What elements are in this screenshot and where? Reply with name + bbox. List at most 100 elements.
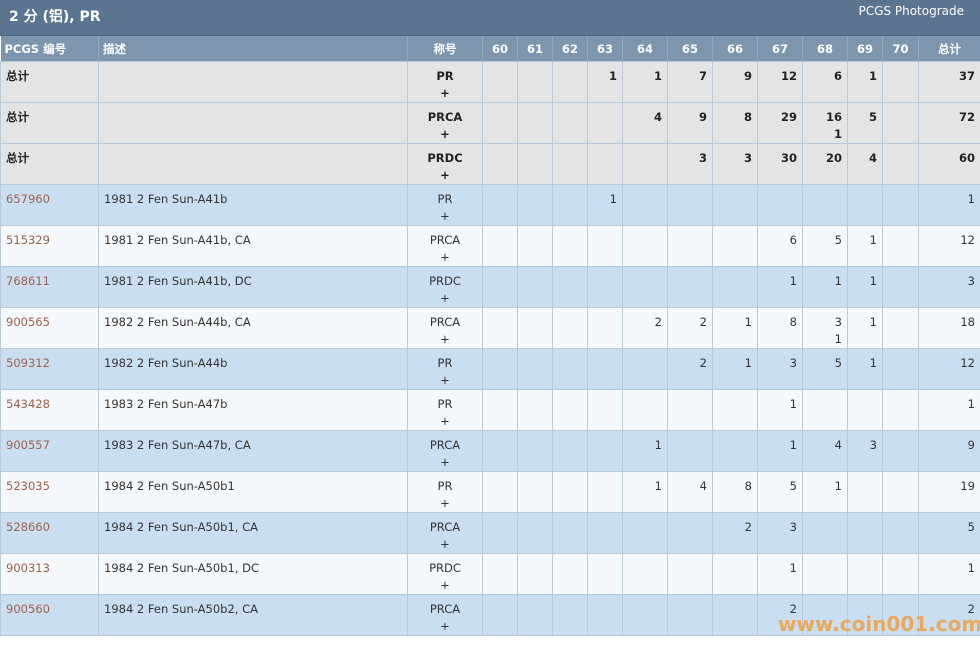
count-cell: 8 [757, 307, 803, 349]
count-cell [667, 184, 713, 226]
count-cell [882, 348, 919, 390]
count-cell [517, 143, 553, 185]
column-header: 总计 [918, 36, 980, 62]
count-cell: 3 [847, 430, 883, 472]
count-cell: 1 [918, 389, 980, 431]
count-cell: 2 [918, 594, 980, 636]
count-cell [552, 512, 588, 554]
count-cell: 1 [587, 61, 623, 103]
designation: PR + [407, 348, 483, 390]
description: 1984 2 Fen Sun-A50b1 [98, 471, 408, 513]
count-cell [552, 266, 588, 308]
count-cell: 7 [667, 61, 713, 103]
count-cell [847, 553, 883, 595]
data-row: 509312 1982 2 Fen Sun-A44b PR +2 1 3 5 1 12 [0, 348, 980, 390]
count-cell [622, 225, 668, 267]
count-cell [882, 471, 919, 513]
pcgs-number[interactable]: 768611 [0, 266, 99, 308]
pcgs-number[interactable]: 900565 [0, 307, 99, 349]
pcgs-number[interactable]: 509312 [0, 348, 99, 390]
count-cell: 12 [918, 348, 980, 390]
count-cell [847, 389, 883, 431]
count-cell: 30 [757, 143, 803, 185]
count-cell [587, 389, 623, 431]
count-cell: 12 [757, 61, 803, 103]
count-cell [552, 307, 588, 349]
total-row: 总计 PR +1 1 7 9 12 6 1 37 [0, 61, 980, 103]
pcgs-number[interactable]: 523035 [0, 471, 99, 513]
count-cell [552, 471, 588, 513]
designation: PR + [407, 471, 483, 513]
count-cell: 1 [847, 225, 883, 267]
count-cell: 3 [712, 143, 758, 185]
data-row: 900557 1983 2 Fen Sun-A47b, CA PRCA +1 1 4 3 9 [0, 430, 980, 472]
count-cell: 2 [712, 512, 758, 554]
count-cell [517, 553, 553, 595]
pcgs-number: 总计 [0, 61, 99, 103]
count-cell: 4 [847, 143, 883, 185]
total-row: 总计 PRDC +3 3 30 20 4 60 [0, 143, 980, 185]
count-cell: 19 [918, 471, 980, 513]
pcgs-number[interactable]: 515329 [0, 225, 99, 267]
count-cell: 1 [918, 553, 980, 595]
count-cell [622, 348, 668, 390]
count-cell [482, 594, 518, 636]
count-cell [517, 512, 553, 554]
description: 1984 2 Fen Sun-A50b2, CA [98, 594, 408, 636]
count-cell [587, 307, 623, 349]
count-cell [517, 430, 553, 472]
count-cell [587, 143, 623, 185]
description [98, 143, 408, 185]
count-cell: 1 [757, 389, 803, 431]
designation: PRDC + [407, 553, 483, 595]
pcgs-number[interactable]: 657960 [0, 184, 99, 226]
pcgs-number[interactable]: 900557 [0, 430, 99, 472]
column-header: 70 [882, 36, 919, 62]
description: 1983 2 Fen Sun-A47b, CA [98, 430, 408, 472]
count-cell [552, 225, 588, 267]
count-cell: 1 [712, 307, 758, 349]
count-cell [882, 184, 919, 226]
count-cell [712, 225, 758, 267]
count-cell [802, 512, 848, 554]
count-cell [847, 512, 883, 554]
column-header: 69 [847, 36, 883, 62]
data-row: 528660 1984 2 Fen Sun-A50b1, CA PRCA + 2 3 5 [0, 512, 980, 554]
designation: PRCA + [407, 512, 483, 554]
column-header: 60 [482, 36, 518, 62]
pcgs-number[interactable]: 900313 [0, 553, 99, 595]
pcgs-number[interactable]: 900560 [0, 594, 99, 636]
count-cell [882, 143, 919, 185]
pcgs-number: 总计 [0, 143, 99, 185]
count-cell [882, 430, 919, 472]
data-row: 543428 1983 2 Fen Sun-A47b PR + 1 1 [0, 389, 980, 431]
count-cell [482, 430, 518, 472]
data-row: 768611 1981 2 Fen Sun-A41b, DC PRDC +1 1 1 3 [0, 266, 980, 308]
count-cell: 72 [918, 102, 980, 144]
count-cell: 4 [802, 430, 848, 472]
header-row: PCGS 编号 描述 称号 60 61 62 63 64 65 66 67 68 69 70 总计 [0, 36, 980, 62]
count-cell [622, 266, 668, 308]
designation: PR + [407, 389, 483, 431]
count-cell: 3 [757, 348, 803, 390]
watermark: www.coin001.com [778, 612, 980, 636]
count-cell [847, 594, 883, 636]
brand-link[interactable]: PCGS Photograde [858, 4, 964, 18]
count-cell: 1 [847, 348, 883, 390]
count-cell [552, 348, 588, 390]
pcgs-number[interactable]: 543428 [0, 389, 99, 431]
count-cell: 9 [918, 430, 980, 472]
count-cell: 8 [712, 471, 758, 513]
count-cell: 16 1 [802, 102, 848, 144]
pcgs-number[interactable]: 528660 [0, 512, 99, 554]
count-cell: 5 [802, 225, 848, 267]
count-cell [712, 389, 758, 431]
designation: PRCA + [407, 430, 483, 472]
count-cell: 4 [622, 102, 668, 144]
count-cell [847, 184, 883, 226]
count-cell [552, 61, 588, 103]
count-cell [667, 430, 713, 472]
count-cell [517, 348, 553, 390]
column-header: 63 [587, 36, 623, 62]
count-cell [847, 471, 883, 513]
